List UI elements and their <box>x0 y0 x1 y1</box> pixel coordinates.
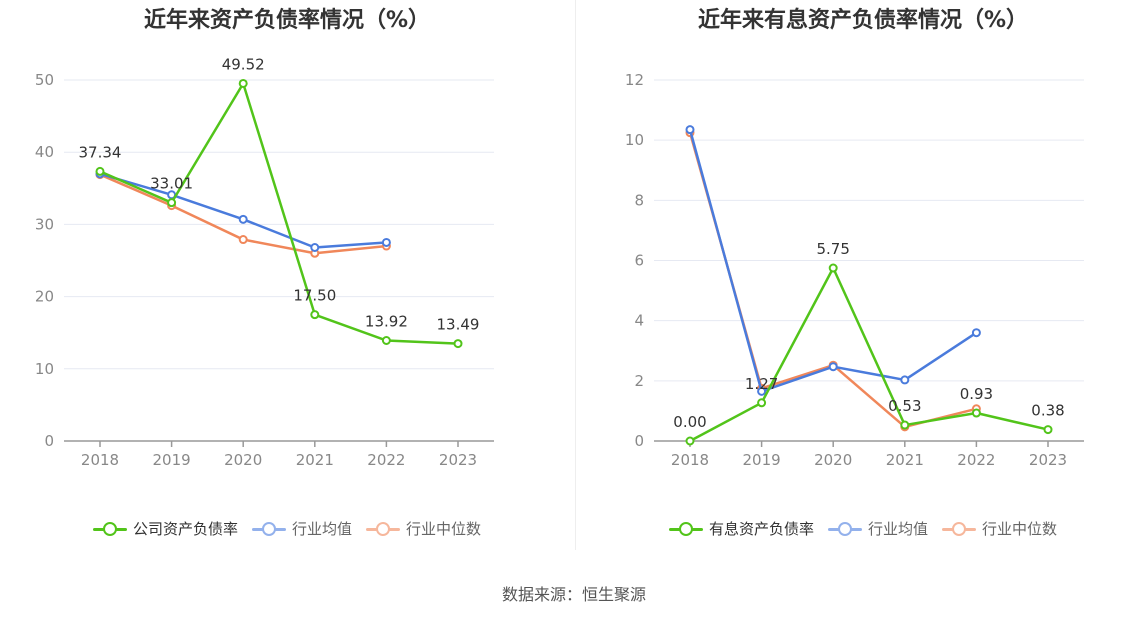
legend-label: 公司资产负债率 <box>132 520 238 538</box>
x-tick-label: 2021 <box>886 451 924 469</box>
x-tick-label: 2022 <box>367 451 405 469</box>
legend: 有息资产负债率 行业均值 行业中位数 <box>576 518 1148 539</box>
data-label: 0.38 <box>1031 402 1064 420</box>
data-point <box>900 420 910 430</box>
y-tick-label: 2 <box>634 372 644 390</box>
series-line-2 <box>688 132 977 429</box>
chart-panel-interest-debt-ratio: 近年来有息资产负债率情况（%） 0 2 4 6 8 10 12 2018 2019 2020 202… <box>576 0 1148 560</box>
data-point <box>238 78 248 88</box>
series-line-0 <box>99 82 459 345</box>
data-point <box>971 408 981 418</box>
legend-line-icon <box>827 521 862 536</box>
x-tick-label: 2020 <box>814 451 852 469</box>
legend-line-icon <box>668 521 703 536</box>
legend-line-icon <box>92 521 127 536</box>
line-chart-debt-ratio: 0 10 20 30 40 50 2018 2019 2020 2021 2022 2023 37.34… <box>35 55 494 469</box>
legend-label: 行业均值 <box>291 520 352 538</box>
legend-item-company[interactable]: 公司资产负债率 <box>92 518 238 539</box>
data-point <box>828 263 838 273</box>
y-tick-label: 10 <box>35 360 54 378</box>
data-point <box>167 198 177 208</box>
chart-title: 近年来有息资产负债率情况（%） <box>697 8 1029 33</box>
data-point <box>757 386 767 396</box>
legend-label: 行业均值 <box>867 520 928 538</box>
data-point <box>453 339 463 349</box>
data-label: 0.00 <box>673 413 706 431</box>
data-label: 33.01 <box>150 175 193 193</box>
y-tick-label: 4 <box>634 312 644 330</box>
x-tick-label: 2022 <box>957 451 995 469</box>
y-tick-label: 30 <box>35 215 54 233</box>
x-tick-label: 2018 <box>81 451 119 469</box>
chart-panel-debt-ratio: 近年来资产负债率情况（%） 0 10 20 30 40 50 2018 2019 2020 202… <box>0 0 574 560</box>
x-tick-label: 2020 <box>224 451 262 469</box>
y-tick-label: 12 <box>625 71 644 89</box>
data-point <box>828 362 838 372</box>
y-tick-label: 0 <box>634 432 644 450</box>
legend-label: 行业中位数 <box>406 520 482 538</box>
legend-item-industry-median[interactable]: 行业中位数 <box>366 518 481 539</box>
legend-item-industry-median[interactable]: 行业中位数 <box>942 518 1057 539</box>
legend-line-icon <box>942 521 976 536</box>
x-tick-label: 2018 <box>671 451 709 469</box>
y-tick-label: 20 <box>35 288 54 306</box>
legend-item-company[interactable]: 有息资产负债率 <box>668 518 814 539</box>
y-tick-label: 6 <box>634 252 644 270</box>
y-tick-label: 8 <box>634 191 644 209</box>
data-label: 0.93 <box>960 385 993 403</box>
legend-item-industry-mean[interactable]: 行业均值 <box>827 518 928 539</box>
data-label: 0.53 <box>888 397 921 415</box>
data-label: 1.27 <box>745 375 778 393</box>
y-tick-label: 50 <box>35 71 54 89</box>
data-point <box>95 166 105 176</box>
data-label: 49.52 <box>222 55 265 73</box>
data-label: 13.92 <box>365 312 408 330</box>
y-tick-label: 10 <box>625 131 644 149</box>
legend-label: 有息资产负债率 <box>708 520 814 538</box>
series-line-0 <box>689 266 1049 443</box>
data-point <box>757 398 767 408</box>
data-point <box>310 310 320 320</box>
legend-line-icon <box>366 521 400 536</box>
data-point <box>900 375 910 385</box>
legend-label: 行业中位数 <box>982 520 1058 538</box>
x-tick-label: 2019 <box>153 451 191 469</box>
data-point <box>238 214 248 224</box>
data-point <box>381 335 391 345</box>
data-point <box>685 125 695 135</box>
y-tick-label: 0 <box>44 432 54 450</box>
data-point <box>310 243 320 253</box>
data-point <box>971 328 981 338</box>
legend-line-icon <box>251 521 286 536</box>
data-label: 5.75 <box>816 240 849 258</box>
legend-item-industry-mean[interactable]: 行业均值 <box>251 518 352 539</box>
panel-divider <box>575 0 576 550</box>
data-point <box>238 235 248 245</box>
data-point <box>1043 425 1053 435</box>
line-chart-interest-debt-ratio: 0 2 4 6 8 10 12 2018 2019 2020 2021 2022 2023 0.00 1.2… <box>625 71 1084 469</box>
data-label: 37.34 <box>79 143 122 161</box>
data-point <box>381 237 391 247</box>
data-label: 17.50 <box>293 287 336 305</box>
chart-title: 近年来资产负债率情况（%） <box>143 8 431 33</box>
x-tick-label: 2023 <box>439 451 477 469</box>
data-point <box>685 436 695 446</box>
legend: 公司资产负债率 行业均值 行业中位数 <box>0 518 574 539</box>
data-label: 13.49 <box>437 316 480 334</box>
x-tick-label: 2023 <box>1029 451 1067 469</box>
x-tick-label: 2021 <box>296 451 334 469</box>
y-tick-label: 40 <box>35 143 54 161</box>
data-source-text: 数据来源：恒生聚源 <box>501 585 646 604</box>
x-tick-label: 2019 <box>743 451 781 469</box>
